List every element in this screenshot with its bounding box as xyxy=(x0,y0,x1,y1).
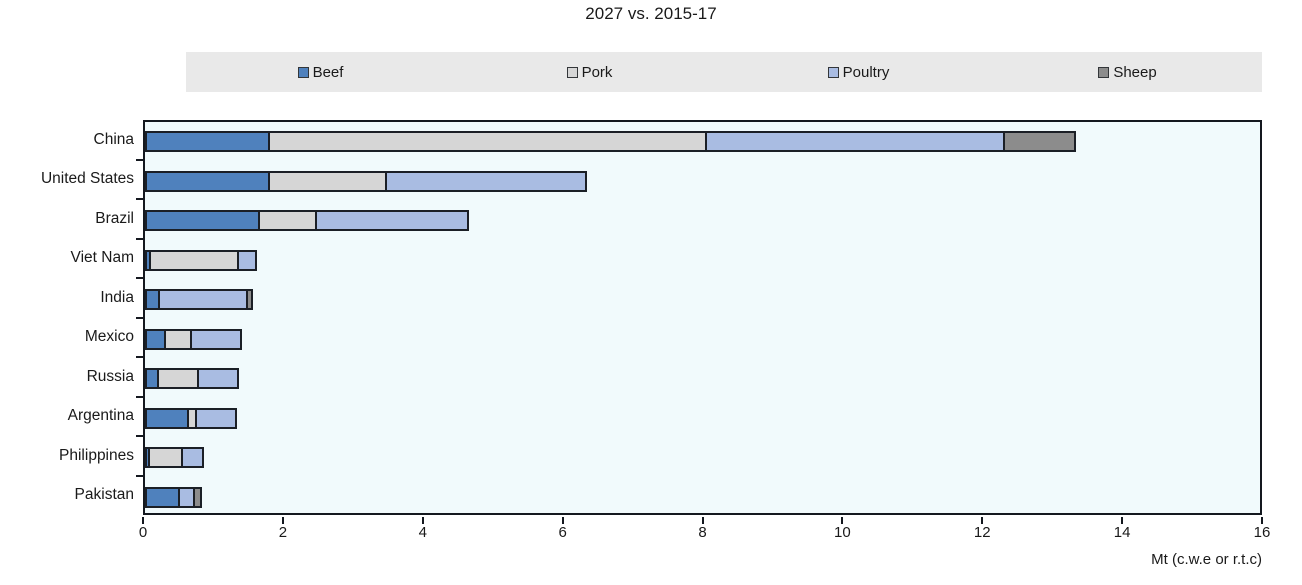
bar-row xyxy=(145,289,1260,311)
bar-row xyxy=(145,170,1260,192)
x-axis-tick xyxy=(421,517,424,524)
bar-segment-poultry xyxy=(195,407,238,429)
bar-segment-poultry xyxy=(196,368,239,390)
bar-row xyxy=(145,249,1260,271)
y-axis-label: Pakistan xyxy=(74,486,134,504)
bar-row xyxy=(145,131,1260,153)
y-axis-tick xyxy=(136,158,143,161)
x-axis-tick xyxy=(281,517,284,524)
y-axis-label: Brazil xyxy=(95,209,134,227)
y-axis-label: China xyxy=(93,130,135,148)
legend-swatch-sheep-icon xyxy=(1098,66,1110,78)
legend-label: Poultry xyxy=(842,63,890,81)
x-axis-tick-label: 0 xyxy=(138,524,148,541)
y-axis-tick xyxy=(136,237,143,240)
bar-segment-beef xyxy=(145,328,166,350)
legend-swatch-beef-icon xyxy=(297,66,309,78)
y-axis-tick xyxy=(136,316,143,319)
bar-segment-poultry xyxy=(384,170,587,192)
bar-segment-poultry xyxy=(705,131,1006,153)
x-axis-tick-label: 4 xyxy=(418,524,427,541)
plot-area xyxy=(143,120,1262,515)
x-axis-tick-label: 14 xyxy=(1113,524,1131,541)
chart-title: 2027 vs. 2015-17 xyxy=(585,4,717,23)
bar-segment-sheep xyxy=(1003,131,1077,153)
y-axis-tick xyxy=(136,395,143,398)
x-axis-tick-label: 10 xyxy=(834,524,851,541)
bar-row xyxy=(145,210,1260,232)
y-axis-tick xyxy=(136,277,143,279)
bar-segment-beef xyxy=(145,170,271,192)
x-axis-tick xyxy=(561,517,564,524)
bar-row xyxy=(145,328,1260,350)
bar-segment-pork xyxy=(268,131,708,153)
legend-item-beef: Beef xyxy=(186,64,455,81)
x-axis-tick xyxy=(1261,517,1263,524)
legend: Beef Pork Poultry Sheep xyxy=(186,52,1262,92)
y-axis-label: India xyxy=(100,288,134,306)
x-axis-tick-label: 8 xyxy=(698,524,707,541)
bar-row xyxy=(145,368,1260,390)
bar-segment-sheep xyxy=(192,486,202,508)
bar-segment-beef xyxy=(145,131,271,153)
bar-segment-pork xyxy=(156,368,199,390)
x-axis-tick xyxy=(981,517,984,524)
x-axis-tick xyxy=(142,517,144,524)
y-axis-label: Viet Nam xyxy=(70,249,134,267)
legend-label: Beef xyxy=(312,63,344,81)
x-axis-tick-label: 2 xyxy=(278,524,288,541)
x-axis-tick xyxy=(1121,517,1124,524)
y-axis-label: Argentina xyxy=(67,407,134,425)
bar-row xyxy=(145,407,1260,429)
y-axis-tick xyxy=(136,435,143,437)
bar-row xyxy=(145,447,1260,469)
y-axis-tick xyxy=(136,356,143,358)
bar-segment-poultry xyxy=(189,328,243,350)
bar-segment-poultry xyxy=(237,249,257,271)
bar-segment-poultry xyxy=(157,289,248,311)
x-axis-tick xyxy=(701,517,704,524)
bar-segment-beef xyxy=(145,210,260,232)
y-axis-label: Russia xyxy=(86,367,134,385)
x-axis-tick xyxy=(841,517,844,524)
y-axis-label: Mexico xyxy=(84,328,134,346)
y-axis-tick xyxy=(136,198,143,200)
y-axis-tick xyxy=(136,474,143,477)
bar-segment-pork xyxy=(268,170,387,192)
legend-item-pork: Pork xyxy=(455,64,724,81)
y-axis-label: Philippines xyxy=(59,446,134,464)
bar-segment-pork xyxy=(148,249,240,271)
bar-segment-beef xyxy=(145,486,180,508)
bar-segment-sheep xyxy=(245,289,254,311)
x-axis-title: Mt (c.w.e or r.t.c) xyxy=(1151,551,1262,568)
legend-label: Pork xyxy=(581,63,613,81)
bar-segment-beef xyxy=(145,407,189,429)
bar-segment-pork xyxy=(163,328,192,350)
legend-label: Sheep xyxy=(1113,63,1157,81)
legend-swatch-poultry-icon xyxy=(827,66,839,78)
x-axis-tick-label: 16 xyxy=(1253,524,1271,541)
bar-row xyxy=(145,486,1260,508)
bar-segment-poultry xyxy=(180,447,204,469)
x-axis-tick-label: 12 xyxy=(973,524,991,541)
bar-segment-poultry xyxy=(315,210,469,232)
legend-item-poultry: Poultry xyxy=(724,64,993,81)
bar-segment-pork xyxy=(147,447,183,469)
y-axis-label: United States xyxy=(40,170,134,188)
bar-segment-pork xyxy=(257,210,318,232)
legend-item-sheep: Sheep xyxy=(993,64,1262,81)
x-axis-tick-label: 6 xyxy=(558,524,567,541)
legend-swatch-pork-icon xyxy=(566,66,578,78)
